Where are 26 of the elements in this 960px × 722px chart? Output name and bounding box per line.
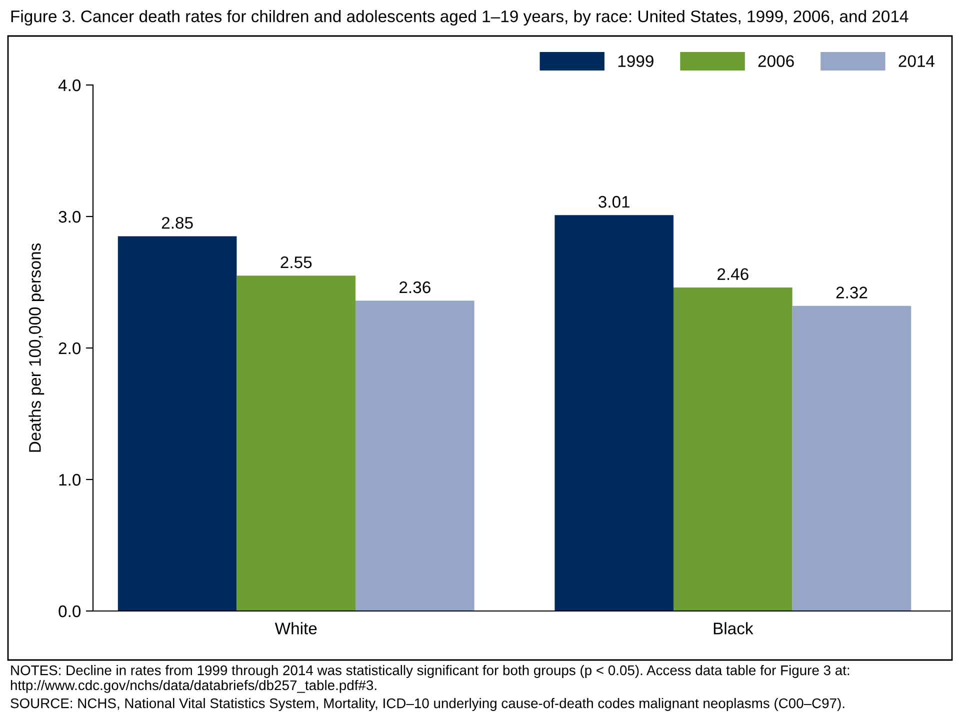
data-label: 2.55 [280, 256, 312, 268]
data-label: 2.85 [162, 216, 193, 229]
data-label: 2.46 [718, 268, 748, 280]
legend-label: 2006 [758, 55, 794, 67]
data-label: 2.36 [400, 281, 430, 294]
y-tick-label: 4.0 [58, 79, 81, 92]
data-label: 2.32 [836, 286, 868, 298]
bar [118, 236, 237, 611]
bar [674, 288, 792, 611]
bar [792, 306, 912, 611]
legend-label: 2014 [898, 55, 935, 67]
chart-title: Figure 3. Cancer death rates for children and adolescents aged 1–19 years, by race: United States, 1999, 2006, and 2014 [11, 10, 908, 26]
x-tick-label: White [274, 622, 317, 634]
bar [554, 215, 674, 611]
y-tick-label: 0.0 [58, 605, 81, 618]
x-tick-label: Black [714, 622, 754, 634]
text: NOTES: Decline in rates from 1999 through 2014 was statistically significant for both groups (p < 0.05). Access data table for Figure 3 at: http://www.cdc.gov/nchs/data/databriefs/db257_table.pdf#3. [10, 665, 850, 693]
legend-label: 1999 [618, 55, 654, 67]
y-tick-label: 1.0 [59, 474, 81, 486]
bar [236, 276, 356, 611]
y-axis-title: Deaths per 100,000 persons [28, 243, 44, 452]
data-label: 3.01 [598, 196, 630, 208]
bar [356, 300, 474, 611]
y-tick-label: 2.0 [58, 342, 81, 354]
y-tick-label: 3.0 [58, 210, 81, 223]
source-note: SOURCE: NCHS, National Vital Statistics System, Mortality, ICD–10 underlying cause-of-death codes malignant neoplasms (C00–C97). [10, 698, 844, 711]
